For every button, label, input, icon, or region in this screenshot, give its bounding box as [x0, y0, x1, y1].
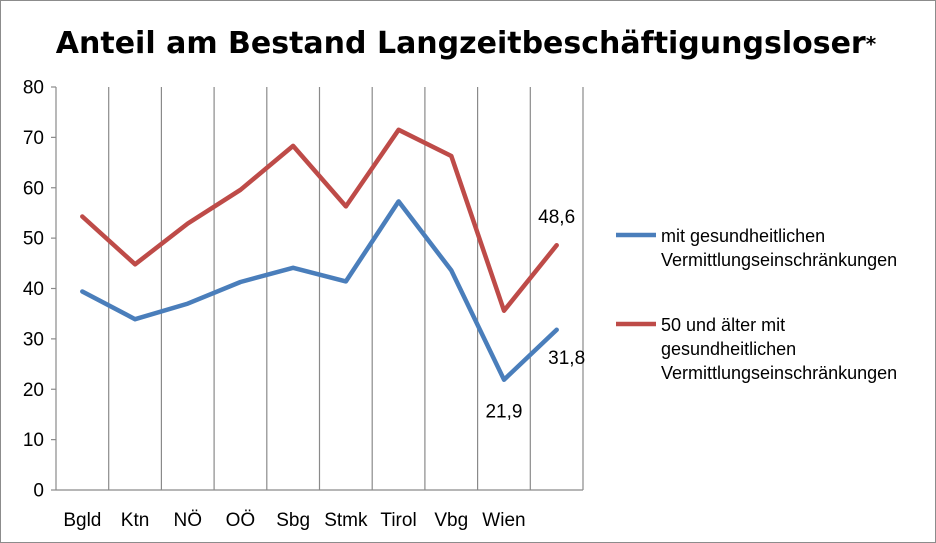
x-tick-label: Bgld: [63, 510, 101, 531]
x-tick-label: Wien: [482, 510, 525, 531]
legend-label: Vermittlungseinschränkungen: [661, 363, 897, 383]
series-lines: [80, 127, 559, 382]
y-tick-labels: 0 10 20 30 40 50 60 70 80: [23, 78, 44, 502]
y-tick-label: 10: [23, 430, 44, 451]
y-tick-label: 30: [23, 329, 44, 350]
x-tick-label: Stmk: [324, 510, 368, 531]
axes: [51, 86, 583, 491]
x-tick-label: Ktn: [121, 510, 150, 531]
y-tick-label: 40: [23, 279, 44, 300]
x-tick-label: Vbg: [434, 510, 468, 531]
y-tick-label: 0: [33, 481, 44, 502]
y-tick-label: 60: [23, 178, 44, 199]
legend-label: Vermittlungseinschränkungen: [661, 250, 897, 270]
chart-title: Anteil am Bestand Langzeitbeschäftigungs…: [56, 26, 877, 61]
y-tick-label: 70: [23, 128, 44, 149]
data-label: 48,6: [538, 207, 575, 228]
gridlines: [108, 87, 584, 490]
x-tick-label: Tirol: [380, 510, 416, 531]
series-line-2: [80, 127, 559, 313]
legend-label: gesundheitlichen: [661, 339, 796, 359]
data-labels: 21,9 31,8 48,6: [485, 207, 585, 423]
y-tick-label: 80: [23, 78, 44, 99]
y-tick-label: 50: [23, 229, 44, 250]
y-tick-label: 20: [23, 380, 44, 401]
series-line-1: [80, 199, 559, 382]
chart-title-mark: *: [866, 32, 877, 56]
x-tick-label: NÖ: [174, 510, 203, 531]
legend: mit gesundheitlichen Vermittlungseinschrä…: [616, 226, 897, 383]
x-tick-labels: Bgld Ktn NÖ OÖ Sbg Stmk Tirol Vbg Wien: [63, 510, 525, 531]
x-tick-label: Sbg: [276, 510, 310, 531]
data-label: 31,8: [548, 348, 585, 369]
chart-title-text: Anteil am Bestand Langzeitbeschäftigungs…: [56, 26, 866, 61]
x-tick-label: OÖ: [226, 510, 256, 531]
data-label: 21,9: [485, 402, 522, 423]
legend-label: 50 und älter mit: [661, 315, 785, 335]
legend-label: mit gesundheitlichen: [661, 226, 825, 246]
